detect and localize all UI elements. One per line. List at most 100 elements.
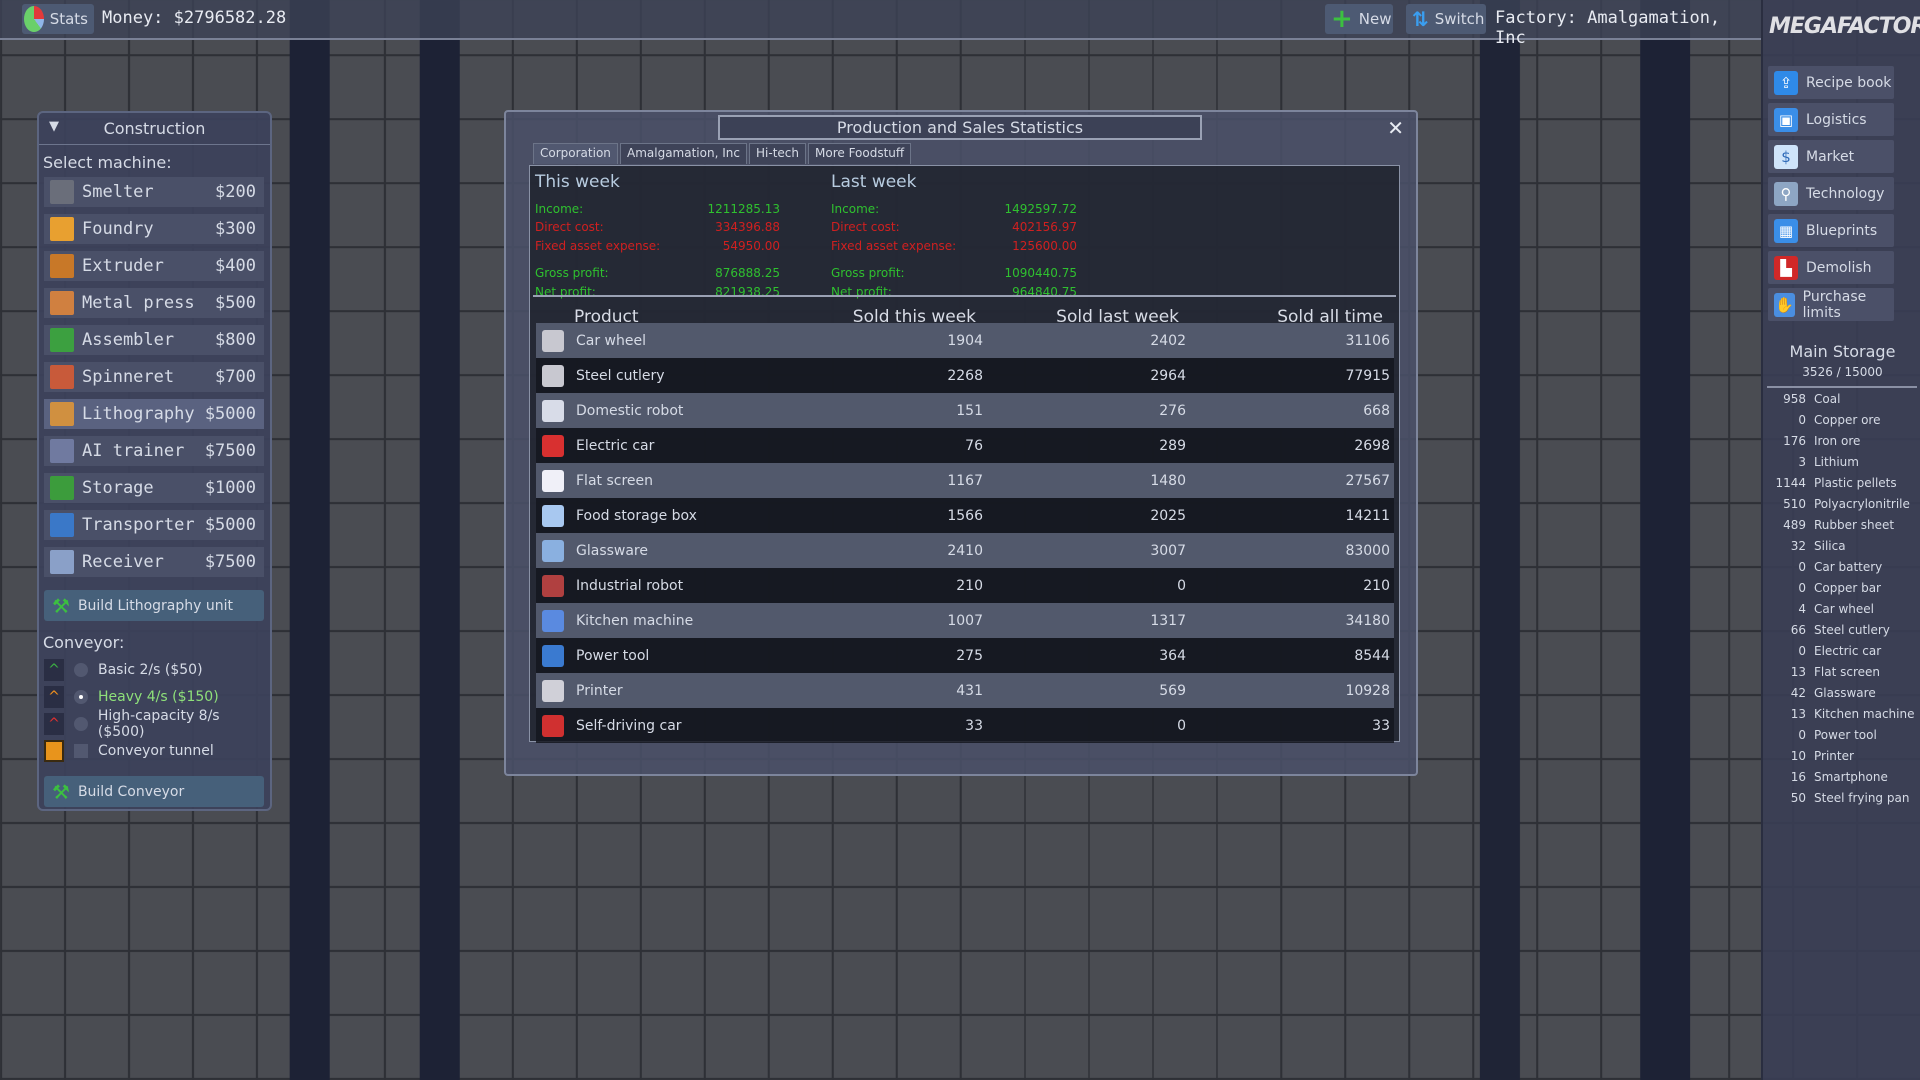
sold-this-week: 1007 (947, 612, 983, 629)
table-row: Steel cutlery 2268 2964 77915 (536, 358, 1394, 393)
menu-demolish-button[interactable]: ▙ Demolish (1768, 251, 1894, 284)
machine-spinneret[interactable]: Spinneret $700 (44, 362, 264, 392)
select-machine-label: Select machine: (43, 153, 172, 172)
storage-item-name: Silica (1814, 539, 1846, 553)
build-conveyor-button[interactable]: ⚒ Build Conveyor (44, 776, 264, 807)
machine-foundry[interactable]: Foundry $300 (44, 214, 264, 244)
food-storage-box-icon (542, 504, 564, 527)
conveyor-tunnel-option[interactable]: Conveyor tunnel (44, 739, 214, 763)
conveyor-chevron-icon: ^ (44, 713, 64, 735)
industrial-robot-icon (542, 574, 564, 597)
sold-this-week: 151 (956, 402, 983, 419)
receiver-icon (50, 550, 74, 574)
sold-last-week: 0 (1177, 577, 1186, 594)
menu-technology-button[interactable]: ⚲ Technology (1768, 177, 1894, 210)
radio-button[interactable] (74, 690, 88, 704)
top-bar: Stats Money: $2796582.28 + New ⇅ Switch … (0, 0, 1761, 48)
radio-button[interactable] (74, 663, 88, 677)
checkbox[interactable] (74, 744, 88, 758)
sold-this-week: 210 (956, 577, 983, 594)
switch-arrows-icon: ⇅ (1412, 7, 1429, 31)
machine-storage[interactable]: Storage $1000 (44, 473, 264, 503)
storage-item-name: Iron ore (1814, 434, 1861, 448)
menu-purchase-limits-button[interactable]: ✋ Purchase limits (1768, 288, 1894, 321)
bulldozer-icon: ▙ (1774, 255, 1798, 280)
machine-metal-press[interactable]: Metal press $500 (44, 288, 264, 318)
new-factory-button[interactable]: + New (1325, 4, 1393, 34)
switch-factory-button[interactable]: ⇅ Switch (1406, 4, 1486, 34)
close-icon[interactable]: ✕ (1387, 116, 1404, 140)
tab-more-foodstuff[interactable]: More Foodstuff (808, 143, 912, 164)
machine-smelter[interactable]: Smelter $200 (44, 177, 264, 207)
car-wheel-icon (542, 329, 564, 352)
stats-button[interactable]: Stats (22, 4, 94, 34)
storage-item-name: Car battery (1814, 560, 1883, 574)
build-machine-button[interactable]: ⚒ Build Lithography unit (44, 590, 264, 621)
storage-item: 50 Steel frying pan (1763, 791, 1920, 811)
machine-lithography[interactable]: Lithography $5000 (44, 399, 264, 429)
machine-name: Metal press (82, 293, 195, 313)
divider (1767, 386, 1917, 388)
tab-amalgamation-inc[interactable]: Amalgamation, Inc (620, 143, 747, 164)
sold-all-time: 83000 (1345, 542, 1390, 559)
sold-all-time: 668 (1363, 402, 1390, 419)
radio-dot (79, 695, 83, 699)
hand-icon: ✋ (1774, 292, 1795, 317)
sold-this-week: 431 (956, 682, 983, 699)
window-title: Production and Sales Statistics (718, 115, 1202, 140)
direct-value: 402156.97 (1012, 220, 1077, 234)
sold-this-week: 2410 (947, 542, 983, 559)
sold-last-week: 276 (1159, 402, 1186, 419)
radio-button[interactable] (73, 717, 88, 731)
storage-item-count: 3 (1798, 455, 1806, 469)
storage-item-name: Power tool (1814, 728, 1877, 742)
machine-assembler[interactable]: Assembler $800 (44, 325, 264, 355)
conveyor-option-2[interactable]: ^ High-capacity 8/s ($500) (44, 708, 270, 740)
storage-item-name: Smartphone (1814, 770, 1888, 784)
menu-recipe-book-button[interactable]: ⇪ Recipe book (1768, 66, 1894, 99)
machine-name: Spinneret (82, 367, 175, 387)
product-name: Domestic robot (576, 402, 684, 419)
switch-label: Switch (1434, 10, 1485, 28)
new-label: New (1358, 10, 1392, 28)
machine-name: Storage (82, 478, 154, 498)
product-name: Food storage box (576, 507, 697, 524)
table-row: Self-driving car 33 0 33 (536, 708, 1394, 743)
income-label: Income: (535, 202, 584, 216)
storage-item-count: 0 (1798, 728, 1806, 742)
right-panel: MEGAFACTORY ⇪ Recipe book ▣ Logistics $ Marke… (1761, 0, 1920, 1080)
collapse-triangle-icon[interactable]: ▼ (49, 119, 59, 134)
machine-name: Transporter (82, 515, 195, 535)
conveyor-option-1[interactable]: ^ Heavy 4/s ($150) (44, 685, 219, 709)
storage-item: 958 Coal (1763, 392, 1920, 412)
machine-receiver[interactable]: Receiver $7500 (44, 547, 264, 577)
pie-chart-icon (24, 6, 44, 32)
blueprint-icon: ▦ (1774, 218, 1798, 243)
machine-extruder[interactable]: Extruder $400 (44, 251, 264, 281)
conveyor-option-0[interactable]: ^ Basic 2/s ($50) (44, 658, 203, 682)
construction-header[interactable]: ▼ Construction (39, 113, 270, 145)
plus-icon: + (1331, 4, 1353, 34)
glassware-icon (542, 539, 564, 562)
sold-last-week: 1480 (1150, 472, 1186, 489)
income-value: 1211285.13 (707, 202, 780, 216)
menu-logistics-button[interactable]: ▣ Logistics (1768, 103, 1894, 136)
menu-market-button[interactable]: $ Market (1768, 140, 1894, 173)
menu-label: Market (1806, 148, 1855, 165)
storage-item-count: 13 (1790, 665, 1806, 679)
menu-blueprints-button[interactable]: ▦ Blueprints (1768, 214, 1894, 247)
gross-value: 876888.25 (715, 266, 780, 280)
tab-hi-tech[interactable]: Hi-tech (749, 143, 806, 164)
machine-ai-trainer[interactable]: AI trainer $7500 (44, 436, 264, 466)
storage-item-count: 66 (1790, 623, 1806, 637)
sold-all-time: 33 (1372, 717, 1390, 734)
storage-item: 0 Electric car (1763, 644, 1920, 664)
machine-transporter[interactable]: Transporter $5000 (44, 510, 264, 540)
fixed-label: Fixed asset expense: (831, 239, 957, 253)
statistics-content: This week Last week Income: 1211285.13 Dir… (529, 165, 1400, 743)
storage-item-count: 50 (1790, 791, 1806, 805)
sold-all-time: 27567 (1345, 472, 1390, 489)
storage-item-name: Plastic pellets (1814, 476, 1897, 490)
tab-corporation[interactable]: Corporation (533, 143, 618, 164)
transporter-icon (50, 513, 74, 537)
